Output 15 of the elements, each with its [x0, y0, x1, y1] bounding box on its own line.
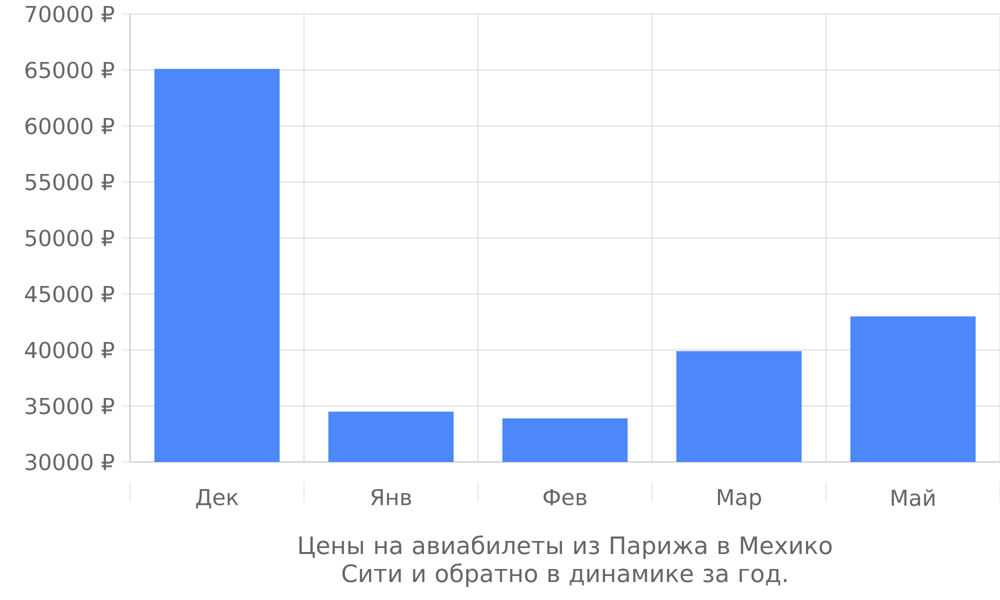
x-tick-label: Мар	[718, 489, 762, 510]
y-tick-label: 60000 ₽	[25, 118, 114, 134]
y-tick-label: 65000 ₽	[25, 62, 114, 78]
y-tick-label: 50000 ₽	[26, 230, 114, 246]
x-tick-label: Янв	[371, 489, 412, 506]
y-tick-label: 30000 ₽	[26, 454, 114, 470]
y-tick-label: 70000 ₽	[26, 6, 114, 22]
y-tick-label: 40000 ₽	[25, 342, 114, 358]
x-tick-label: Дек	[196, 489, 238, 509]
y-tick-label: 55000 ₽	[26, 174, 114, 190]
x-tick-label: Май	[892, 489, 934, 506]
y-tick-label: 35000 ₽	[26, 398, 114, 414]
x-axis-title: Цены на авиабилеты из Парижа в Мехико Сити и обратно в динамике за год.	[299, 535, 832, 588]
y-tick-label: 45000 ₽	[25, 286, 114, 302]
x-tick-label: Фев	[544, 489, 586, 506]
